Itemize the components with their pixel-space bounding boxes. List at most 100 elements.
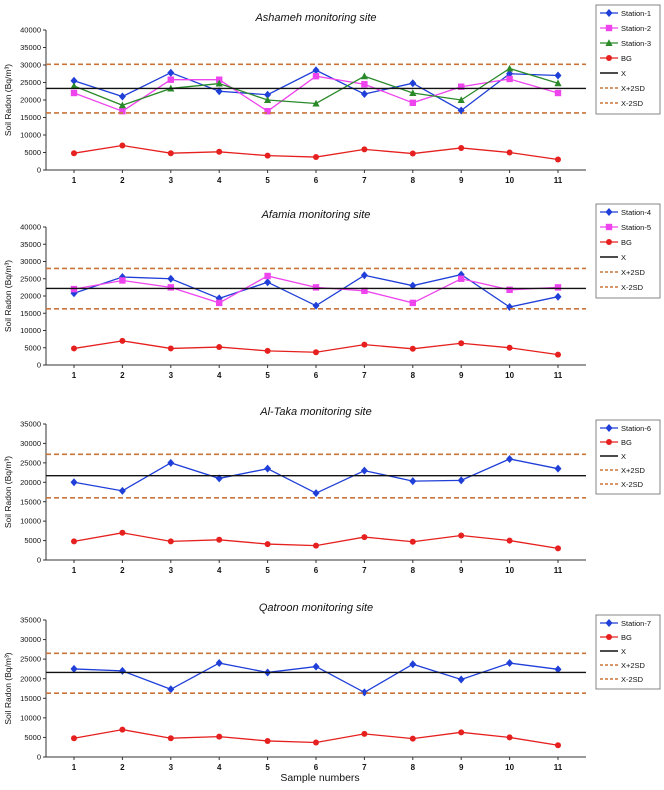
y-tick-label: 20000: [20, 96, 41, 105]
x-tick-label: 6: [314, 371, 319, 380]
legend-marker: [605, 223, 613, 231]
x-tick-label: 3: [169, 566, 174, 575]
x-tick-label: 7: [362, 566, 367, 575]
data-point: [312, 489, 320, 498]
data-point: [458, 729, 465, 736]
y-tick-label: 30000: [20, 635, 41, 644]
data-point: [264, 347, 271, 354]
data-point: [167, 284, 174, 291]
y-tick-label: 25000: [20, 458, 41, 467]
legend: Station-6 BG X X+2SD X-2SD: [595, 419, 661, 495]
data-point: [360, 466, 368, 475]
data-point: [360, 72, 368, 80]
data-point: [264, 90, 272, 99]
y-tick-label: 25000: [20, 274, 41, 283]
chart-1: Ashameh monitoring site Soil Radon (Bq/m³…: [3, 4, 661, 185]
x-tick-label: 9: [459, 763, 464, 772]
x-tick-label: 8: [411, 566, 416, 575]
legend: Station-1 Station-2 Station-3 BG X X+2SD X-2SD: [595, 4, 661, 115]
x-tick-label: 3: [169, 371, 174, 380]
y-tick-label: 20000: [20, 478, 41, 487]
data-point: [361, 81, 368, 88]
data-point: [457, 675, 465, 684]
series-station-7: [70, 659, 562, 697]
legend-label: X-2SD: [621, 99, 644, 108]
series-station-6: [70, 454, 562, 498]
y-tick-label: 35000: [20, 616, 41, 625]
data-point: [118, 92, 126, 101]
data-point: [409, 735, 416, 742]
data-point: [554, 89, 562, 97]
data-point: [167, 76, 174, 83]
data-point: [554, 464, 562, 473]
data-point: [167, 150, 174, 157]
data-point: [215, 659, 223, 668]
y-tick-label: 20000: [20, 292, 41, 301]
x-tick-label: 8: [411, 176, 416, 185]
x-tick-label: 7: [362, 763, 367, 772]
x-tick-label: 1: [72, 763, 77, 772]
data-point: [312, 73, 320, 80]
legend-marker: [606, 55, 612, 61]
y-tick-label: 10000: [20, 517, 41, 526]
legend-label: X-2SD: [621, 283, 644, 292]
x-tick-label: 7: [362, 176, 367, 185]
series-station-2: [70, 73, 562, 115]
data-point: [264, 108, 271, 115]
legend-label: Station-3: [621, 39, 651, 48]
x-tick-label: 6: [314, 566, 319, 575]
data-point: [264, 278, 272, 287]
y-tick-label: 30000: [20, 257, 41, 266]
x-tick-label: 3: [169, 176, 174, 185]
data-point: [457, 96, 465, 103]
y-tick-label: 25000: [20, 78, 41, 87]
data-point: [264, 272, 271, 280]
data-point: [312, 99, 320, 107]
legend-label: BG: [621, 438, 632, 447]
legend-label: X: [621, 253, 626, 262]
data-point: [70, 76, 78, 85]
y-tick-label: 35000: [20, 43, 41, 52]
data-point: [506, 537, 513, 544]
legend-marker: [605, 24, 613, 32]
chart-4: Qatroon monitoring site Soil Radon (Bq/m³…: [3, 602, 661, 772]
legend-label: X-2SD: [621, 675, 644, 684]
data-point: [70, 82, 78, 89]
x-tick-label: 5: [265, 763, 270, 772]
legend-label: X: [621, 452, 626, 461]
data-point: [360, 271, 368, 280]
data-point: [216, 536, 223, 543]
data-point: [360, 688, 368, 697]
data-point: [506, 303, 514, 312]
legend-marker: [605, 424, 613, 432]
x-tick-label: 8: [411, 763, 416, 772]
data-point: [554, 284, 562, 291]
legend-marker: [605, 619, 613, 627]
data-point: [264, 96, 272, 103]
x-tick-label: 8: [411, 371, 416, 380]
data-point: [167, 538, 174, 545]
chart-title: Al-Taka monitoring site: [259, 406, 371, 418]
data-point: [312, 662, 320, 671]
data-point: [409, 299, 416, 307]
data-point: [312, 284, 320, 291]
x-tick-label: 2: [120, 763, 125, 772]
y-tick-label: 0: [37, 556, 41, 565]
y-tick-label: 30000: [20, 61, 41, 70]
legend-label: Station-5: [621, 223, 651, 232]
y-tick-label: 40000: [20, 26, 41, 35]
data-point: [506, 149, 513, 156]
series-bg: [71, 142, 561, 163]
data-point: [264, 737, 271, 744]
data-point: [313, 542, 319, 549]
data-point: [312, 301, 320, 310]
data-point: [409, 150, 416, 157]
legend-label: Station-7: [621, 619, 651, 628]
legend-label: X: [621, 69, 626, 78]
series-bg: [71, 726, 561, 749]
y-tick-label: 15000: [20, 497, 41, 506]
legend-label: Station-2: [621, 24, 651, 33]
data-point: [70, 478, 78, 487]
y-tick-label: 15000: [20, 113, 41, 122]
